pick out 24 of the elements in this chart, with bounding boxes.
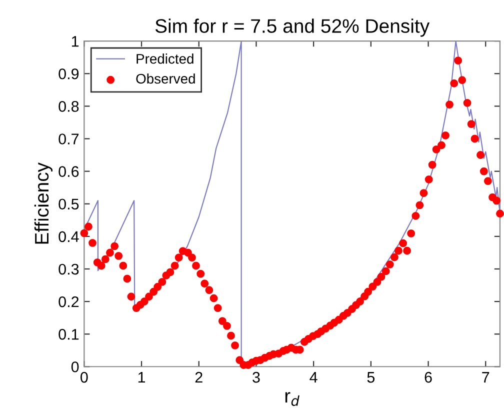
x-tick-label: 7: [482, 372, 490, 383]
legend-label: Predicted: [136, 54, 194, 64]
y-tick-label: 0.5: [58, 198, 79, 210]
x-tick-label: 4: [310, 372, 318, 383]
y-axis-title: Efficiency: [34, 162, 53, 244]
y-tick-label: 1: [72, 36, 79, 47]
y-tick-label: 0.8: [58, 101, 79, 112]
x-tick-label: 6: [424, 372, 432, 383]
x-tick-label: 2: [195, 372, 202, 383]
chart-title: Sim for r = 7.5 and 52% Density: [155, 18, 430, 37]
y-tick-label: 0: [71, 361, 79, 372]
legend-label: Observed: [136, 73, 195, 84]
x-tick-label: 5: [367, 372, 375, 383]
x-tick-label: 3: [252, 372, 260, 383]
y-tick-label: 0.3: [58, 264, 79, 275]
y-tick-label: 0.1: [58, 328, 79, 340]
x-tick-label: 0: [80, 372, 88, 383]
x-tick-label: 1: [138, 372, 146, 383]
y-tick-label: 0.2: [58, 296, 79, 308]
y-tick-label: 0.4: [58, 231, 79, 242]
x-axis-title: r$_{d}$: [285, 392, 300, 406]
y-tick-label: 0.6: [58, 166, 79, 177]
y-tick-label: 0.9: [58, 68, 79, 80]
y-tick-label: 0.7: [58, 134, 79, 144]
